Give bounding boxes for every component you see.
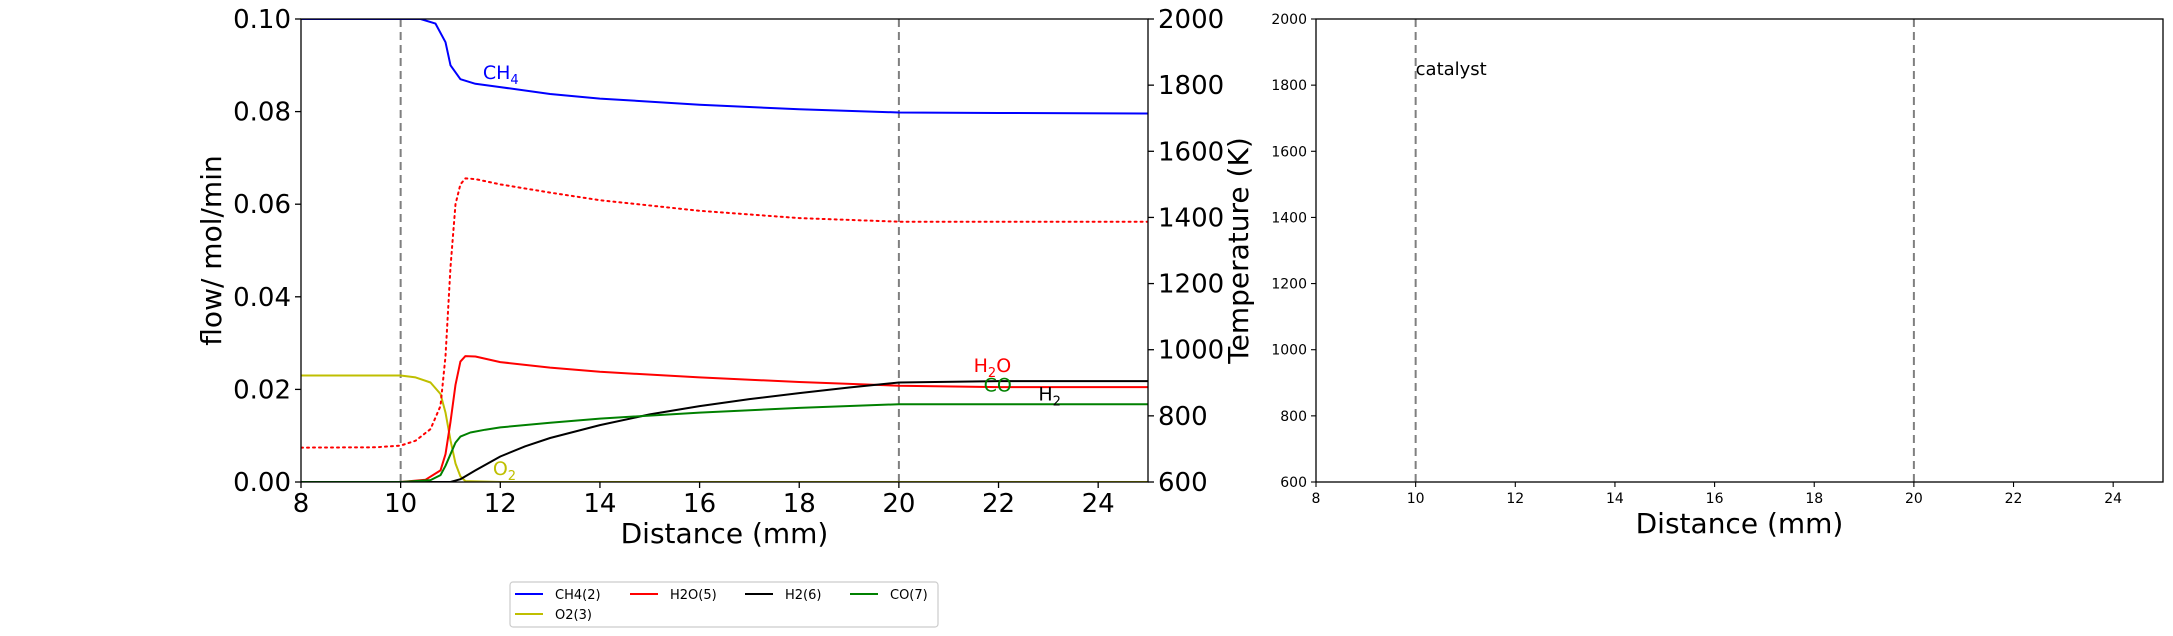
y-tick-label: 2000 bbox=[1271, 12, 1307, 28]
left-plot-frame bbox=[300, 18, 1149, 483]
series-line-CO(7) bbox=[301, 403, 1148, 482]
y-tick-label: 1200 bbox=[1271, 277, 1307, 293]
series-annotation: H2 bbox=[1038, 384, 1061, 410]
annotation-main: H bbox=[974, 355, 988, 377]
legend-frame bbox=[509, 581, 939, 628]
right-chart: 8 10 12 14 16 18 20 22 24 600 800 1000 1200 1400 1600 1… bbox=[1271, 12, 2164, 540]
legend-label: H2(6) bbox=[785, 588, 821, 603]
y2-tick-label: 600 bbox=[1158, 468, 1208, 498]
x-tick-label: 14 bbox=[1606, 491, 1624, 507]
x-axis-title: Distance (mm) bbox=[621, 517, 829, 550]
annotation-main: CO bbox=[984, 375, 1012, 397]
legend-label: CO(7) bbox=[890, 588, 928, 603]
x-axis-title: Distance (mm) bbox=[1636, 507, 1844, 540]
y-tick-label: 0.04 bbox=[233, 283, 291, 313]
x-tick-label: 16 bbox=[1706, 491, 1724, 507]
annotation-main: H bbox=[1038, 384, 1052, 406]
legend-label: O2(3) bbox=[555, 608, 592, 623]
x-tick-label: 22 bbox=[982, 489, 1015, 519]
series-group bbox=[301, 19, 1148, 482]
x-tick-label: 22 bbox=[2005, 491, 2023, 507]
y2-tick-label: 2000 bbox=[1158, 5, 1224, 35]
annotation-subscript: 2 bbox=[988, 366, 996, 381]
y-tick-label: 600 bbox=[1280, 475, 1307, 491]
annotation-subscript: 4 bbox=[510, 73, 518, 88]
legend-label: CH4(2) bbox=[555, 588, 601, 603]
x-tick-label: 24 bbox=[2104, 491, 2122, 507]
annotation-suffix: O bbox=[996, 355, 1011, 377]
series-line-H2(6) bbox=[301, 380, 1148, 482]
y-tick-label: 1600 bbox=[1271, 144, 1307, 160]
x-tick-label: 8 bbox=[1312, 491, 1321, 507]
x-tick-label: 20 bbox=[1905, 491, 1923, 507]
x-tick-label: 12 bbox=[484, 489, 517, 519]
x-tick-label: 12 bbox=[1506, 491, 1524, 507]
y-tick-label: 0.02 bbox=[233, 375, 291, 405]
series-annotation: O2 bbox=[493, 458, 516, 484]
x-tick-label: 16 bbox=[683, 489, 716, 519]
x-tick-label: 24 bbox=[1082, 489, 1115, 519]
annotation-subscript: 2 bbox=[508, 469, 516, 484]
x-tick-label: 18 bbox=[783, 489, 816, 519]
y2-axis-title: Temperature (K) bbox=[1222, 137, 1255, 364]
y2-tick-label: 1200 bbox=[1158, 270, 1224, 300]
annotation-subscript: 2 bbox=[1053, 395, 1061, 410]
left-chart: 8 10 12 14 16 18 20 22 240.000.020.040.060.080.1… bbox=[195, 5, 1255, 550]
catalyst-label: catalyst bbox=[1416, 59, 1487, 80]
y2-tick-label: 1600 bbox=[1158, 137, 1224, 167]
series-annotation: H2O bbox=[974, 355, 1012, 381]
annotation-main: O bbox=[493, 458, 508, 480]
y-tick-label: 0.10 bbox=[233, 5, 291, 35]
series-line-O2(3) bbox=[301, 374, 1148, 482]
temperature-line bbox=[301, 177, 1148, 449]
x-tick-label: 20 bbox=[882, 489, 915, 519]
y2-tick-label: 800 bbox=[1158, 402, 1208, 432]
y-tick-label: 800 bbox=[1280, 409, 1307, 425]
series-annotation: CO bbox=[984, 375, 1012, 397]
y2-tick-label: 1000 bbox=[1158, 336, 1224, 366]
y2-tick-label: 1400 bbox=[1158, 203, 1224, 233]
y-tick-label: 0.08 bbox=[233, 98, 291, 128]
series-line-H2O(5) bbox=[301, 355, 1148, 482]
legend: CH4(2) H2O(5) H2(6) CO(7) O2(3) bbox=[509, 581, 939, 628]
y-tick-label: 1800 bbox=[1271, 78, 1307, 94]
x-tick-label: 10 bbox=[384, 489, 417, 519]
y-tick-label: 0.06 bbox=[233, 190, 291, 220]
x-tick-label: 18 bbox=[1805, 491, 1823, 507]
legend-label: H2O(5) bbox=[670, 588, 717, 603]
x-tick-label: 8 bbox=[293, 489, 310, 519]
y-tick-label: 0.00 bbox=[233, 468, 291, 498]
series-annotation: CH4 bbox=[483, 62, 519, 88]
series-line-CH4(2) bbox=[301, 19, 1148, 115]
y-tick-label: 1000 bbox=[1271, 343, 1307, 359]
right-plot-frame bbox=[1315, 18, 2164, 483]
x-tick-label: 10 bbox=[1407, 491, 1425, 507]
annotation-main: CH bbox=[483, 62, 511, 84]
y2-tick-label: 1800 bbox=[1158, 71, 1224, 101]
y-axis-title: flow/ mol/min bbox=[195, 155, 228, 345]
x-tick-label: 14 bbox=[583, 489, 616, 519]
y-tick-label: 1400 bbox=[1271, 210, 1307, 226]
